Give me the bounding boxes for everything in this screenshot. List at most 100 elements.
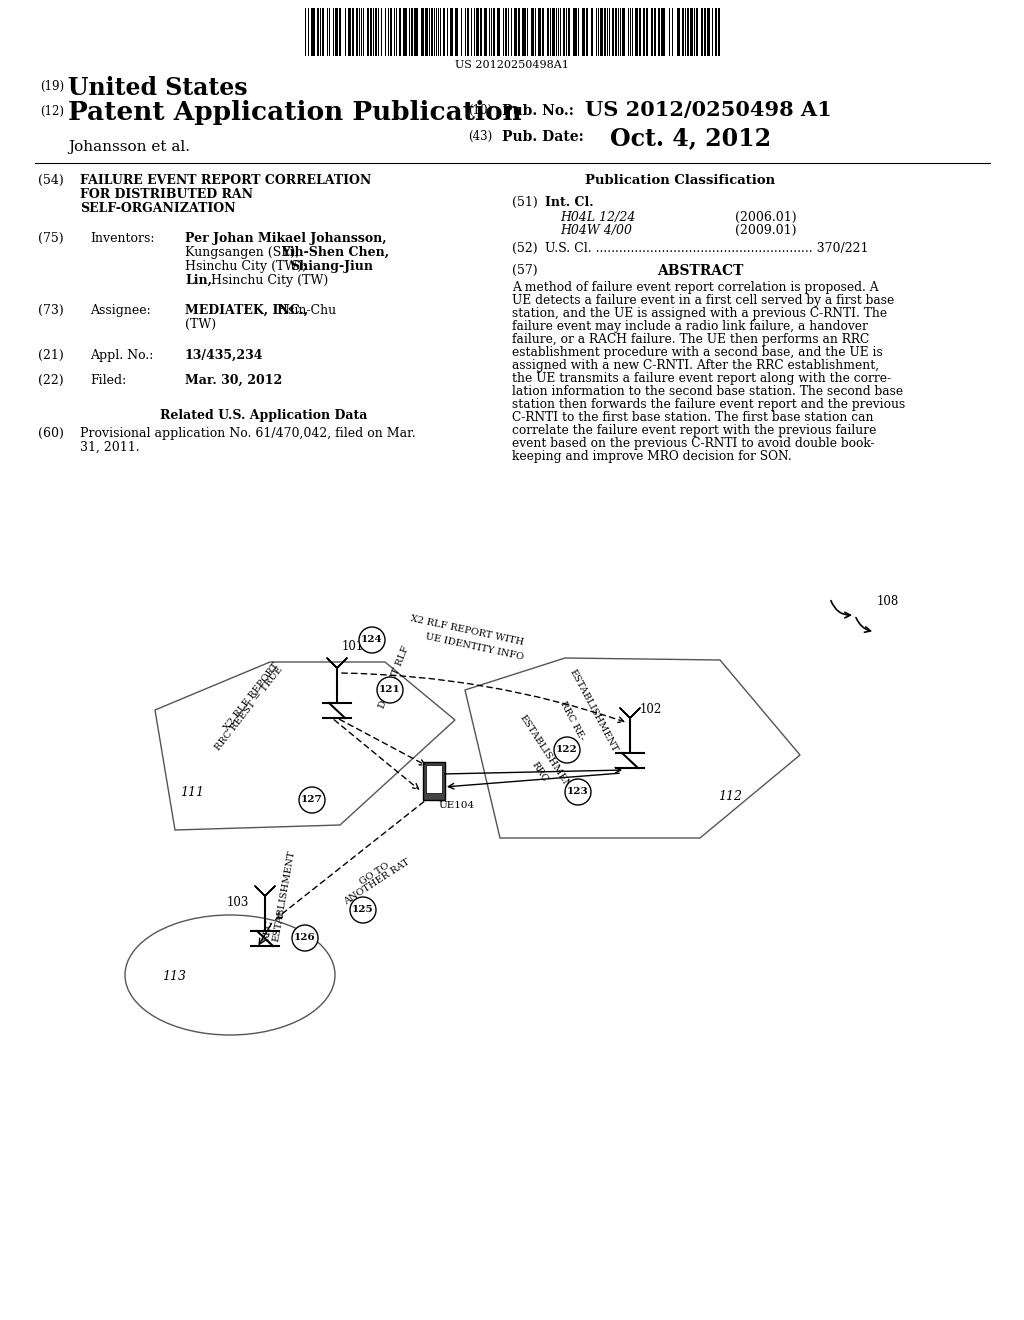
Bar [399, 8, 401, 55]
Text: Assignee:: Assignee: [90, 304, 151, 317]
Bar [654, 8, 656, 55]
Text: 102: 102 [640, 704, 663, 715]
Bar [317, 8, 319, 55]
Bar [682, 8, 684, 55]
Bar [423, 762, 445, 800]
Text: Hsinchu City (TW): Hsinchu City (TW) [207, 275, 329, 286]
Bar [450, 8, 453, 55]
Text: DETECT RLF: DETECT RLF [378, 644, 412, 710]
Bar [414, 8, 418, 55]
Text: Johansson et al.: Johansson et al. [68, 140, 190, 154]
Bar [356, 8, 358, 55]
Bar [514, 8, 517, 55]
Text: (52): (52) [512, 242, 538, 255]
Text: station, and the UE is assigned with a previous C-RNTI. The: station, and the UE is assigned with a p… [512, 308, 887, 319]
Text: Pub. Date:: Pub. Date: [502, 129, 584, 144]
Circle shape [292, 925, 318, 950]
Bar [505, 8, 507, 55]
Text: Per Johan Mikael Johansson,: Per Johan Mikael Johansson, [185, 232, 387, 246]
Text: 124: 124 [361, 635, 383, 644]
Bar [367, 8, 369, 55]
Text: failure, or a RACH failure. The UE then performs an RRC: failure, or a RACH failure. The UE then … [512, 333, 869, 346]
Bar [582, 8, 585, 55]
Text: X2 RLF REPORT: X2 RLF REPORT [222, 661, 281, 733]
Bar [497, 8, 500, 55]
Text: correlate the failure event report with the previous failure: correlate the failure event report with … [512, 424, 877, 437]
Bar [696, 8, 698, 55]
Text: GO TO: GO TO [358, 862, 391, 887]
Bar [443, 8, 445, 55]
Bar [705, 8, 706, 55]
Text: ANOTHER RAT: ANOTHER RAT [342, 858, 412, 907]
Text: establishment procedure with a second base, and the UE is: establishment procedure with a second ba… [512, 346, 883, 359]
Text: Hsin-Chu: Hsin-Chu [273, 304, 336, 317]
Text: RRC REEST = TRUE: RRC REEST = TRUE [213, 664, 284, 752]
Text: Kungsangen (SE);: Kungsangen (SE); [185, 246, 303, 259]
Bar [390, 8, 392, 55]
Text: SELF-ORGANIZATION: SELF-ORGANIZATION [80, 202, 236, 215]
Bar [311, 8, 315, 55]
Bar [335, 8, 338, 55]
Text: MEDIATEK, INC.,: MEDIATEK, INC., [185, 304, 308, 317]
Bar [701, 8, 703, 55]
Text: (TW): (TW) [185, 318, 216, 331]
Bar [591, 8, 593, 55]
Bar [646, 8, 648, 55]
Text: Appl. No.:: Appl. No.: [90, 348, 154, 362]
Text: RRC: RRC [530, 760, 550, 784]
Bar [547, 8, 549, 55]
Text: 121: 121 [379, 685, 400, 694]
Text: the UE transmits a failure event report along with the corre-: the UE transmits a failure event report … [512, 372, 891, 385]
Text: (73): (73) [38, 304, 63, 317]
Bar [573, 8, 577, 55]
Text: (19): (19) [40, 81, 65, 92]
Bar [518, 8, 520, 55]
Text: (51): (51) [512, 195, 538, 209]
Text: ABSTRACT: ABSTRACT [656, 264, 743, 279]
Text: Inventors:: Inventors: [90, 232, 155, 246]
Bar [476, 8, 479, 55]
Text: Pub. No.:: Pub. No.: [502, 104, 573, 117]
Circle shape [299, 787, 325, 813]
Text: Provisional application No. 61/470,042, filed on Mar.: Provisional application No. 61/470,042, … [80, 426, 416, 440]
Bar [643, 8, 645, 55]
Bar [411, 8, 413, 55]
Bar [538, 8, 541, 55]
Bar [493, 8, 495, 55]
Bar [563, 8, 565, 55]
Text: 108: 108 [877, 595, 899, 609]
Text: (60): (60) [38, 426, 63, 440]
Text: 113: 113 [162, 970, 186, 983]
Text: (21): (21) [38, 348, 63, 362]
Circle shape [350, 898, 376, 923]
Text: US 20120250498A1: US 20120250498A1 [455, 59, 569, 70]
Text: (57): (57) [512, 264, 538, 277]
Bar [715, 8, 717, 55]
Text: UE detects a failure event in a first cell served by a first base: UE detects a failure event in a first ce… [512, 294, 894, 308]
Bar [687, 8, 689, 55]
Text: (75): (75) [38, 232, 63, 246]
Bar [480, 8, 482, 55]
Text: Int. Cl.: Int. Cl. [545, 195, 594, 209]
Text: Related U.S. Application Data: Related U.S. Application Data [160, 409, 368, 422]
Text: FOR DISTRIBUTED RAN: FOR DISTRIBUTED RAN [80, 187, 253, 201]
Text: Mar. 30, 2012: Mar. 30, 2012 [185, 374, 283, 387]
Text: event based on the previous C-RNTI to avoid double book-: event based on the previous C-RNTI to av… [512, 437, 874, 450]
Bar [421, 8, 424, 55]
Bar [425, 8, 428, 55]
Text: 123: 123 [567, 788, 589, 796]
Text: UE104: UE104 [438, 801, 474, 810]
Bar [600, 8, 603, 55]
Text: H04L 12/24: H04L 12/24 [560, 211, 635, 224]
Text: (2009.01): (2009.01) [735, 224, 797, 238]
Text: Filed:: Filed: [90, 374, 126, 387]
Text: H04W 4/00: H04W 4/00 [560, 224, 632, 238]
Text: 112: 112 [718, 789, 742, 803]
Bar [622, 8, 625, 55]
Text: FAILURE EVENT REPORT CORRELATION: FAILURE EVENT REPORT CORRELATION [80, 174, 372, 187]
Text: RRC: RRC [262, 919, 274, 942]
Text: (43): (43) [468, 129, 493, 143]
Circle shape [554, 737, 580, 763]
Bar [322, 8, 324, 55]
Text: 127: 127 [301, 796, 323, 804]
